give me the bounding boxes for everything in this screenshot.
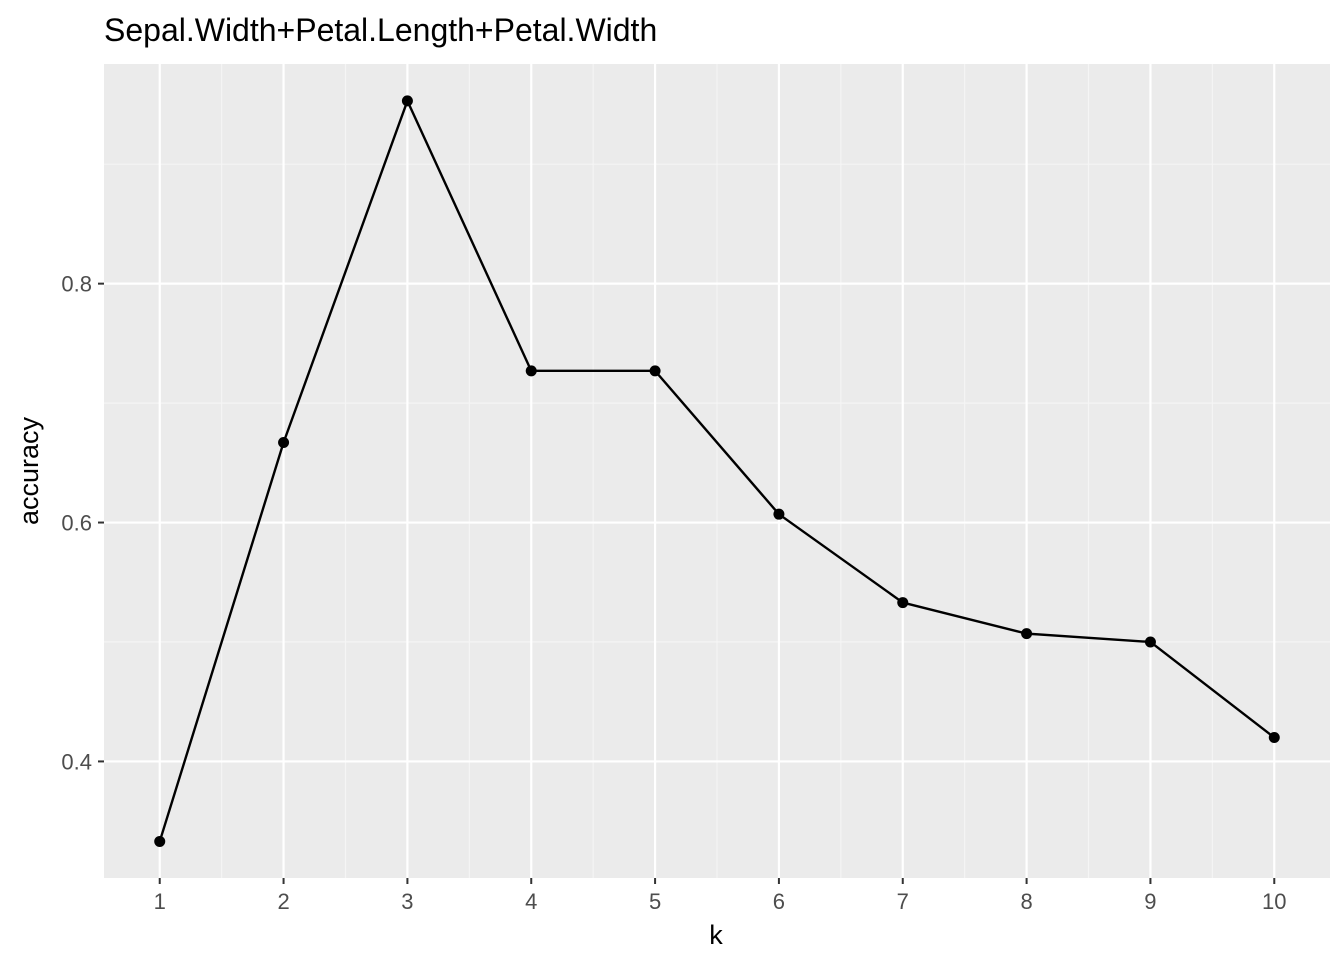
- chart-title: Sepal.Width+Petal.Length+Petal.Width: [104, 12, 657, 48]
- data-point: [278, 437, 290, 449]
- data-point: [525, 365, 537, 377]
- data-point: [154, 835, 166, 847]
- x-axis-title: k: [709, 920, 723, 950]
- x-tick-label: 2: [277, 889, 289, 914]
- y-tick-label: 0.8: [61, 272, 92, 297]
- data-point: [1144, 636, 1156, 648]
- data-point: [401, 95, 413, 107]
- y-tick-label: 0.4: [61, 749, 92, 774]
- y-axis: 0.4 0.6 0.8: [61, 272, 104, 774]
- data-point: [649, 365, 661, 377]
- x-tick-label: 1: [154, 889, 166, 914]
- series-line: [158, 99, 1276, 842]
- series-layer: [154, 95, 1280, 847]
- x-tick-label: 10: [1262, 889, 1286, 914]
- major-gridlines: [104, 64, 1330, 878]
- y-axis-title: accuracy: [14, 416, 44, 525]
- x-tick-label: 9: [1144, 889, 1156, 914]
- x-tick-label: 8: [1020, 889, 1032, 914]
- x-tick-label: 7: [897, 889, 909, 914]
- data-point: [1268, 732, 1280, 744]
- x-tick-label: 6: [773, 889, 785, 914]
- data-point: [897, 597, 909, 609]
- x-tick-label: 5: [649, 889, 661, 914]
- data-point: [773, 508, 785, 520]
- data-point: [1021, 628, 1033, 640]
- x-tick-label: 4: [525, 889, 537, 914]
- minor-gridlines: [104, 64, 1330, 878]
- y-tick-label: 0.6: [61, 511, 92, 536]
- x-tick-label: 3: [401, 889, 413, 914]
- x-axis: 1 2 3 4 5 6 7 8 9 10: [154, 878, 1287, 914]
